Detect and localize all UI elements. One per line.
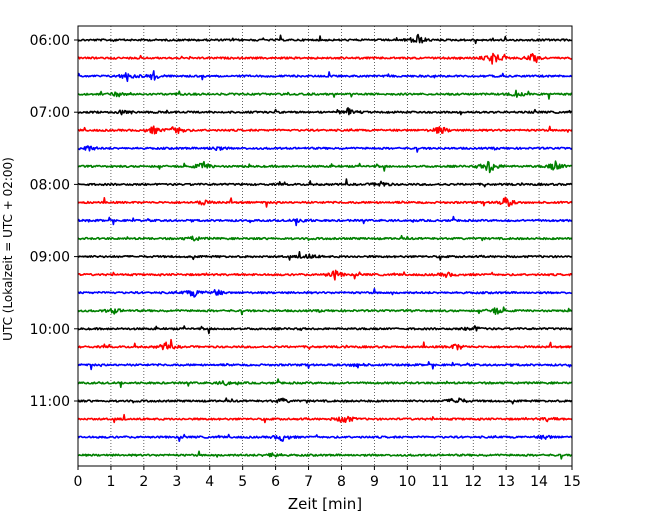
trace-0715 — [77, 125, 573, 135]
x-tick-label: 13 — [497, 474, 515, 490]
x-tick-label: 7 — [304, 474, 313, 490]
x-tick-label: 0 — [74, 474, 83, 490]
trace-0815 — [77, 196, 573, 208]
trace-0630 — [77, 70, 573, 83]
x-tick-label: 2 — [139, 474, 148, 490]
x-tick-label: 6 — [271, 474, 280, 490]
y-tick-label: 07:00 — [30, 105, 70, 121]
trace-0930 — [77, 288, 573, 298]
trace-1015 — [77, 338, 573, 351]
trace-1045 — [77, 378, 573, 389]
trace-0645 — [77, 89, 573, 100]
trace-1145 — [77, 450, 573, 460]
x-tick-label: 8 — [337, 474, 346, 490]
grid-lines — [110, 26, 540, 466]
trace-1115 — [77, 413, 573, 424]
y-tick-label: 08:00 — [30, 177, 70, 193]
trace-0700 — [77, 107, 573, 116]
x-tick-label: 3 — [172, 474, 181, 490]
y-tick-label: 11:00 — [30, 394, 70, 410]
trace-0915 — [77, 269, 573, 281]
trace-0745 — [77, 160, 573, 174]
trace-0600 — [77, 33, 573, 45]
trace-0730 — [77, 145, 573, 153]
trace-1000 — [77, 325, 573, 335]
trace-0615 — [77, 52, 573, 65]
x-tick-label: 11 — [431, 474, 449, 490]
y-tick-label: 09:00 — [30, 250, 70, 266]
y-tick-label: 06:00 — [30, 33, 70, 49]
y-tick-label: 10:00 — [30, 322, 70, 338]
trace-1030 — [77, 361, 573, 371]
trace-0945 — [77, 306, 573, 316]
y-axis-ticks: 06:00 07:00 08:00 09:00 10:00 11:00 — [30, 33, 78, 410]
trace-1100 — [77, 397, 573, 405]
trace-0830 — [77, 215, 573, 227]
trace-0800 — [77, 178, 573, 188]
x-tick-label: 9 — [370, 474, 379, 490]
trace-1130 — [77, 433, 573, 442]
x-tick-label: 14 — [530, 474, 548, 490]
x-tick-label: 4 — [205, 474, 214, 490]
x-tick-label: 1 — [106, 474, 115, 490]
x-tick-label: 15 — [563, 474, 581, 490]
x-axis-ticks: 0 1 2 3 4 5 6 7 8 9 10 11 12 13 14 15 — [74, 466, 581, 490]
x-tick-label: 12 — [464, 474, 482, 490]
x-tick-label: 5 — [238, 474, 247, 490]
plot-frame — [77, 25, 573, 467]
trace-0845 — [77, 234, 573, 242]
y-axis-label: UTC (Lokalzeit = UTC + 02:00) — [1, 157, 15, 341]
x-axis-label: Zeit [min] — [288, 495, 362, 513]
trace-0900 — [77, 251, 573, 261]
traces — [77, 33, 573, 460]
x-tick-label: 10 — [398, 474, 416, 490]
